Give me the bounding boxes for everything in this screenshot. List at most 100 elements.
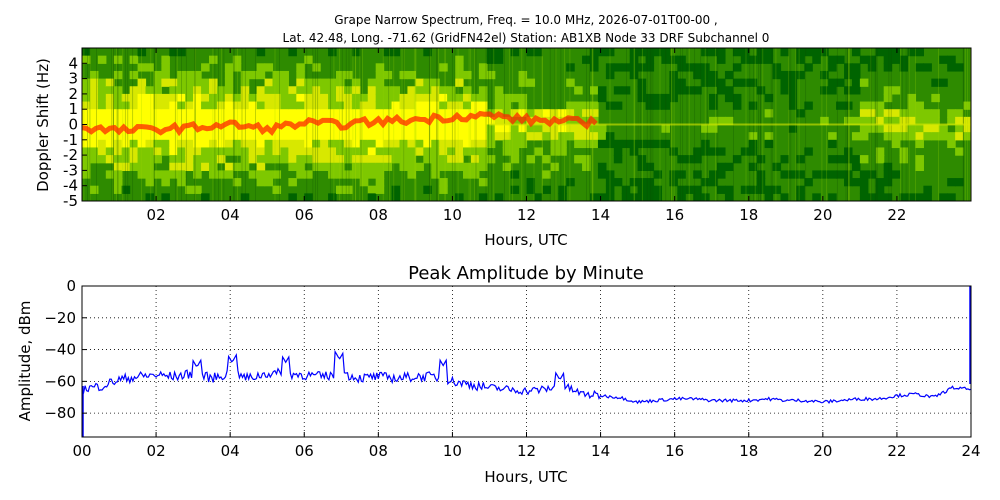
heatmap-cell [423,124,432,133]
heatmap-cell [788,93,797,103]
heatmap-cell [272,78,282,87]
heatmap-cell [161,116,170,126]
heatmap-cell [455,193,464,201]
heatmap-cell [439,63,448,72]
heatmap-cell [907,116,917,126]
heatmap-cell [597,139,607,149]
heatmap-cell [637,93,647,103]
heatmap-cell [717,55,726,64]
heatmap-cell [590,109,599,118]
heatmap-cell [550,147,559,156]
heatmap-cell [756,86,766,95]
heatmap-cell [209,116,218,126]
heatmap-cell [510,109,520,118]
heatmap-cell [748,78,758,87]
heatmap-cell [383,109,393,118]
heatmap-cell [153,116,162,126]
heatmap-cell [518,109,528,118]
heatmap-cell [280,101,289,110]
heatmap-cell [510,132,520,141]
heatmap-cell [780,48,790,57]
heatmap-cell [256,139,266,149]
heatmap-cell [328,162,337,171]
heatmap-cell [209,139,218,149]
heatmap-cell [820,70,829,80]
heatmap-cell [963,116,971,126]
heatmap-cell [304,93,313,103]
heatmap-cell [542,170,551,179]
heatmap-cell [272,132,282,141]
heatmap-cell [113,55,123,64]
heatmap-cell [859,55,869,64]
heatmap-cell [542,124,551,133]
heatmap-cell [177,48,186,57]
heatmap-cell [502,147,512,156]
heatmap-cell [359,139,369,149]
heatmap-cell [121,116,131,126]
heatmap-cell [89,139,99,149]
heatmap-cell [828,86,837,95]
heatmap-cell [550,132,559,141]
heatmap-cell [336,155,345,164]
heatmap-cell [486,132,496,141]
heatmap-cell [534,147,543,156]
heatmap-cell [383,155,393,164]
heatmap-cell [113,170,123,179]
heatmap-cell [828,132,837,141]
heatmap-cell [637,139,647,149]
heatmap-cell [232,101,242,110]
spectrogram-y-tick-label: -4 [63,177,78,195]
heatmap-cell [709,48,718,57]
heatmap-cell [359,93,369,103]
heatmap-cell [209,93,218,103]
amplitude-y-label: Amplitude, dBm [16,301,34,422]
heatmap-cell [939,78,948,87]
heatmap-cell [177,101,186,110]
heatmap-cell [955,124,964,133]
heatmap-cell [232,116,242,126]
heatmap-cell [209,55,218,64]
heatmap-cell [748,139,758,149]
heatmap-cell [232,139,242,149]
heatmap-cell [82,78,91,87]
heatmap-cell [367,86,377,95]
spectrogram-y-label: Doppler Shift (Hz) [34,58,52,192]
heatmap-cell [248,70,258,80]
heatmap-cell [645,63,655,72]
heatmap-cell [923,109,932,118]
heatmap-cell [129,147,139,156]
heatmap-cell [494,193,504,201]
heatmap-cell [955,109,964,118]
heatmap-cell [288,109,297,118]
heatmap-cell [161,132,170,141]
heatmap-cell [772,162,782,171]
heatmap-cell [359,124,369,133]
heatmap-cell [947,116,956,126]
heatmap-cell [455,78,464,87]
heatmap-cell [105,132,115,141]
heatmap-cell [201,101,210,110]
heatmap-cell [89,109,99,118]
heatmap-cell [82,109,91,118]
heatmap-cell [336,109,345,118]
heatmap-cell [391,48,401,57]
heatmap-cell [137,101,147,110]
heatmap-cell [209,132,218,141]
heatmap-cell [653,101,663,110]
heatmap-cell [97,155,107,164]
heatmap-cell [685,155,694,164]
heatmap-cell [351,124,361,133]
heatmap-cell [653,48,663,57]
heatmap-cell [621,185,631,194]
heatmap-cell [955,116,964,126]
heatmap-cell [605,63,615,72]
heatmap-cell [550,124,559,133]
heatmap-cell [399,132,409,141]
heatmap-cell [82,101,91,110]
heatmap-cell [399,93,409,103]
heatmap-cell [209,101,218,110]
heatmap-cell [748,132,758,141]
heatmap-cell [161,55,170,64]
heatmap-cell [590,124,599,133]
heatmap-cell [836,101,845,110]
